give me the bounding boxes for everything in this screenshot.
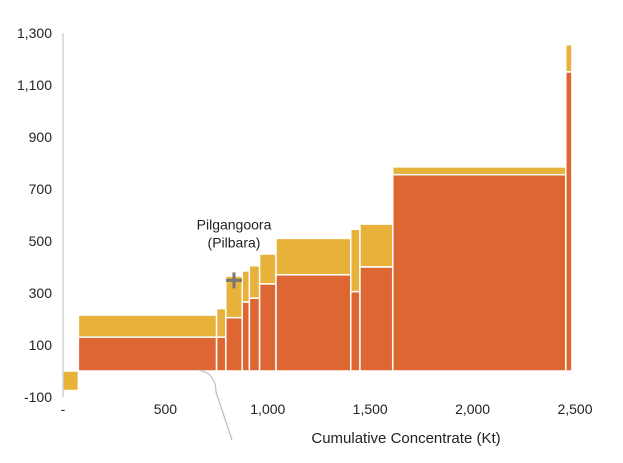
y-tick-label: -100 [24, 389, 52, 405]
y-tick-label: 1,300 [17, 25, 52, 41]
bar-upper-segment [77, 314, 218, 338]
x-tick-label: - [61, 401, 66, 417]
bar-upper-segment [349, 228, 361, 293]
bar-lower-segment [215, 336, 227, 372]
bar-lower-segment [258, 283, 277, 372]
x-tick-label: 2,000 [455, 401, 490, 417]
y-tick-label: 100 [29, 337, 53, 353]
bar-lower-segment [349, 290, 361, 372]
bar-lower-segment [248, 297, 261, 372]
x-tick-label: 500 [154, 401, 178, 417]
bar-upper-segment [241, 270, 251, 303]
annotation-label: (Pilbara) [208, 234, 261, 250]
bar-lower-segment [359, 266, 394, 372]
bar-lower-segment [275, 274, 352, 372]
y-tick-labels: -100 100 300 500 700 900 1,100 1,300 [17, 25, 52, 405]
x-axis-title: Cumulative Concentrate (Kt) [311, 430, 500, 447]
annotation-label: Pilgangoora [197, 216, 272, 232]
bar-upper-segment [391, 166, 567, 176]
bar-upper-segment [62, 370, 80, 392]
bar-lower-segment [391, 173, 567, 372]
x-tick-label: 1,500 [353, 401, 388, 417]
x-tick-label: 2,500 [557, 401, 592, 417]
y-tick-label: 500 [29, 233, 53, 249]
bar-lower-segment [241, 301, 251, 372]
plus-marker-icon [226, 272, 243, 289]
annotation-layer: Pilgangoora (Pilbara) [197, 216, 272, 441]
bar-upper-segment [565, 43, 573, 73]
y-tick-label: 300 [29, 285, 53, 301]
x-tick-labels: - 500 1,000 1,500 2,000 2,500 [61, 401, 593, 417]
y-tick-label: 1,100 [17, 77, 52, 93]
bar-lower-segment [565, 71, 573, 372]
bar-lower-segment [225, 316, 243, 372]
y-tick-label: 900 [29, 129, 53, 145]
bar-upper-segment [248, 264, 261, 299]
bar-upper-segment [275, 237, 352, 276]
y-tick-label: 700 [29, 181, 53, 197]
bar-upper-segment [215, 307, 227, 338]
axes-layer: -100 100 300 500 700 900 1,100 1,300 - 500 1,000 1… [17, 25, 593, 447]
bar-lower-segment [77, 336, 218, 372]
callout-leader-line [197, 369, 233, 441]
bar-upper-segment [258, 253, 277, 285]
bar-upper-segment [359, 223, 394, 268]
bars-layer [62, 43, 573, 392]
x-tick-label: 1,000 [250, 401, 285, 417]
